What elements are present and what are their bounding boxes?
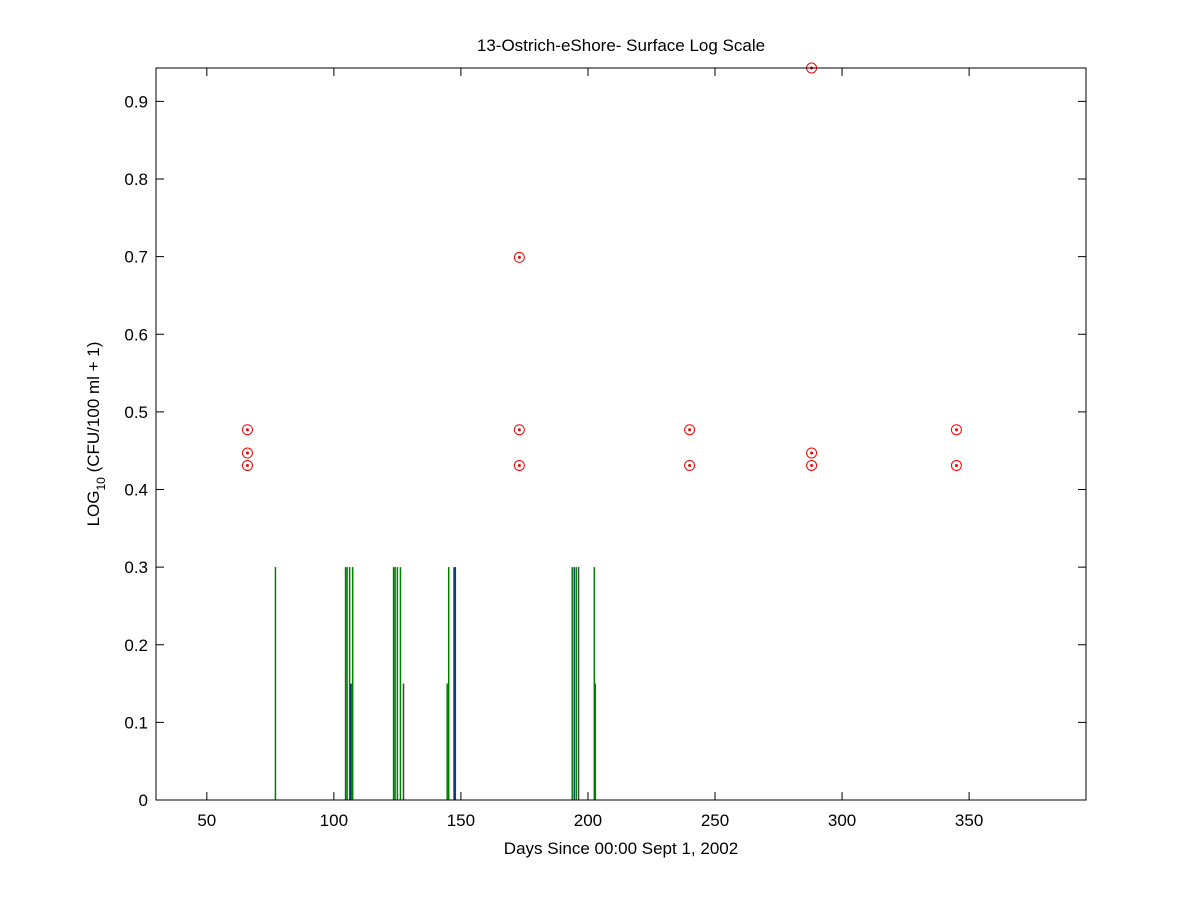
data-point-3 [513, 251, 525, 263]
y-label-rest: (CFU/100 ml + 1) [84, 342, 103, 478]
data-point-9 [806, 447, 818, 459]
x-tick-label: 200 [574, 811, 602, 830]
x-tick-label: 350 [955, 811, 983, 830]
y-tick-label: 0.2 [124, 636, 148, 655]
x-axis-label: Days Since 00:00 Sept 1, 2002 [504, 839, 738, 858]
data-point-10 [806, 459, 818, 471]
x-tick-label: 50 [197, 811, 216, 830]
y-axis-label: LOG10 (CFU/100 ml + 1) [84, 342, 108, 527]
y-tick-label: 0.6 [124, 325, 148, 344]
y-tick-label: 0.5 [124, 403, 148, 422]
x-tick-label: 300 [828, 811, 856, 830]
x-tick-label: 150 [447, 811, 475, 830]
y-tick-label: 0.9 [124, 92, 148, 111]
data-point-4 [513, 424, 525, 436]
y-tick-label: 0.4 [124, 481, 148, 500]
data-point-0 [241, 424, 253, 436]
y-label-subscript: 10 [94, 477, 108, 491]
data-point-7 [684, 459, 696, 471]
y-tick-label: 0.8 [124, 170, 148, 189]
data-point-6 [684, 424, 696, 436]
y-tick-label: 0.1 [124, 713, 148, 732]
x-tick-label: 250 [701, 811, 729, 830]
data-point-2 [241, 459, 253, 471]
data-point-12 [950, 459, 962, 471]
chart-title: 13-Ostrich-eShore- Surface Log Scale [477, 36, 765, 55]
y-label-main: LOG [84, 491, 103, 527]
y-tick-label: 0 [139, 791, 148, 810]
data-point-5 [513, 459, 525, 471]
plot-area-frame [155, 67, 1087, 801]
y-tick-label: 0.3 [124, 558, 148, 577]
data-point-11 [950, 424, 962, 436]
x-tick-label: 100 [320, 811, 348, 830]
data-point-1 [241, 447, 253, 459]
y-tick-label: 0.7 [124, 248, 148, 267]
